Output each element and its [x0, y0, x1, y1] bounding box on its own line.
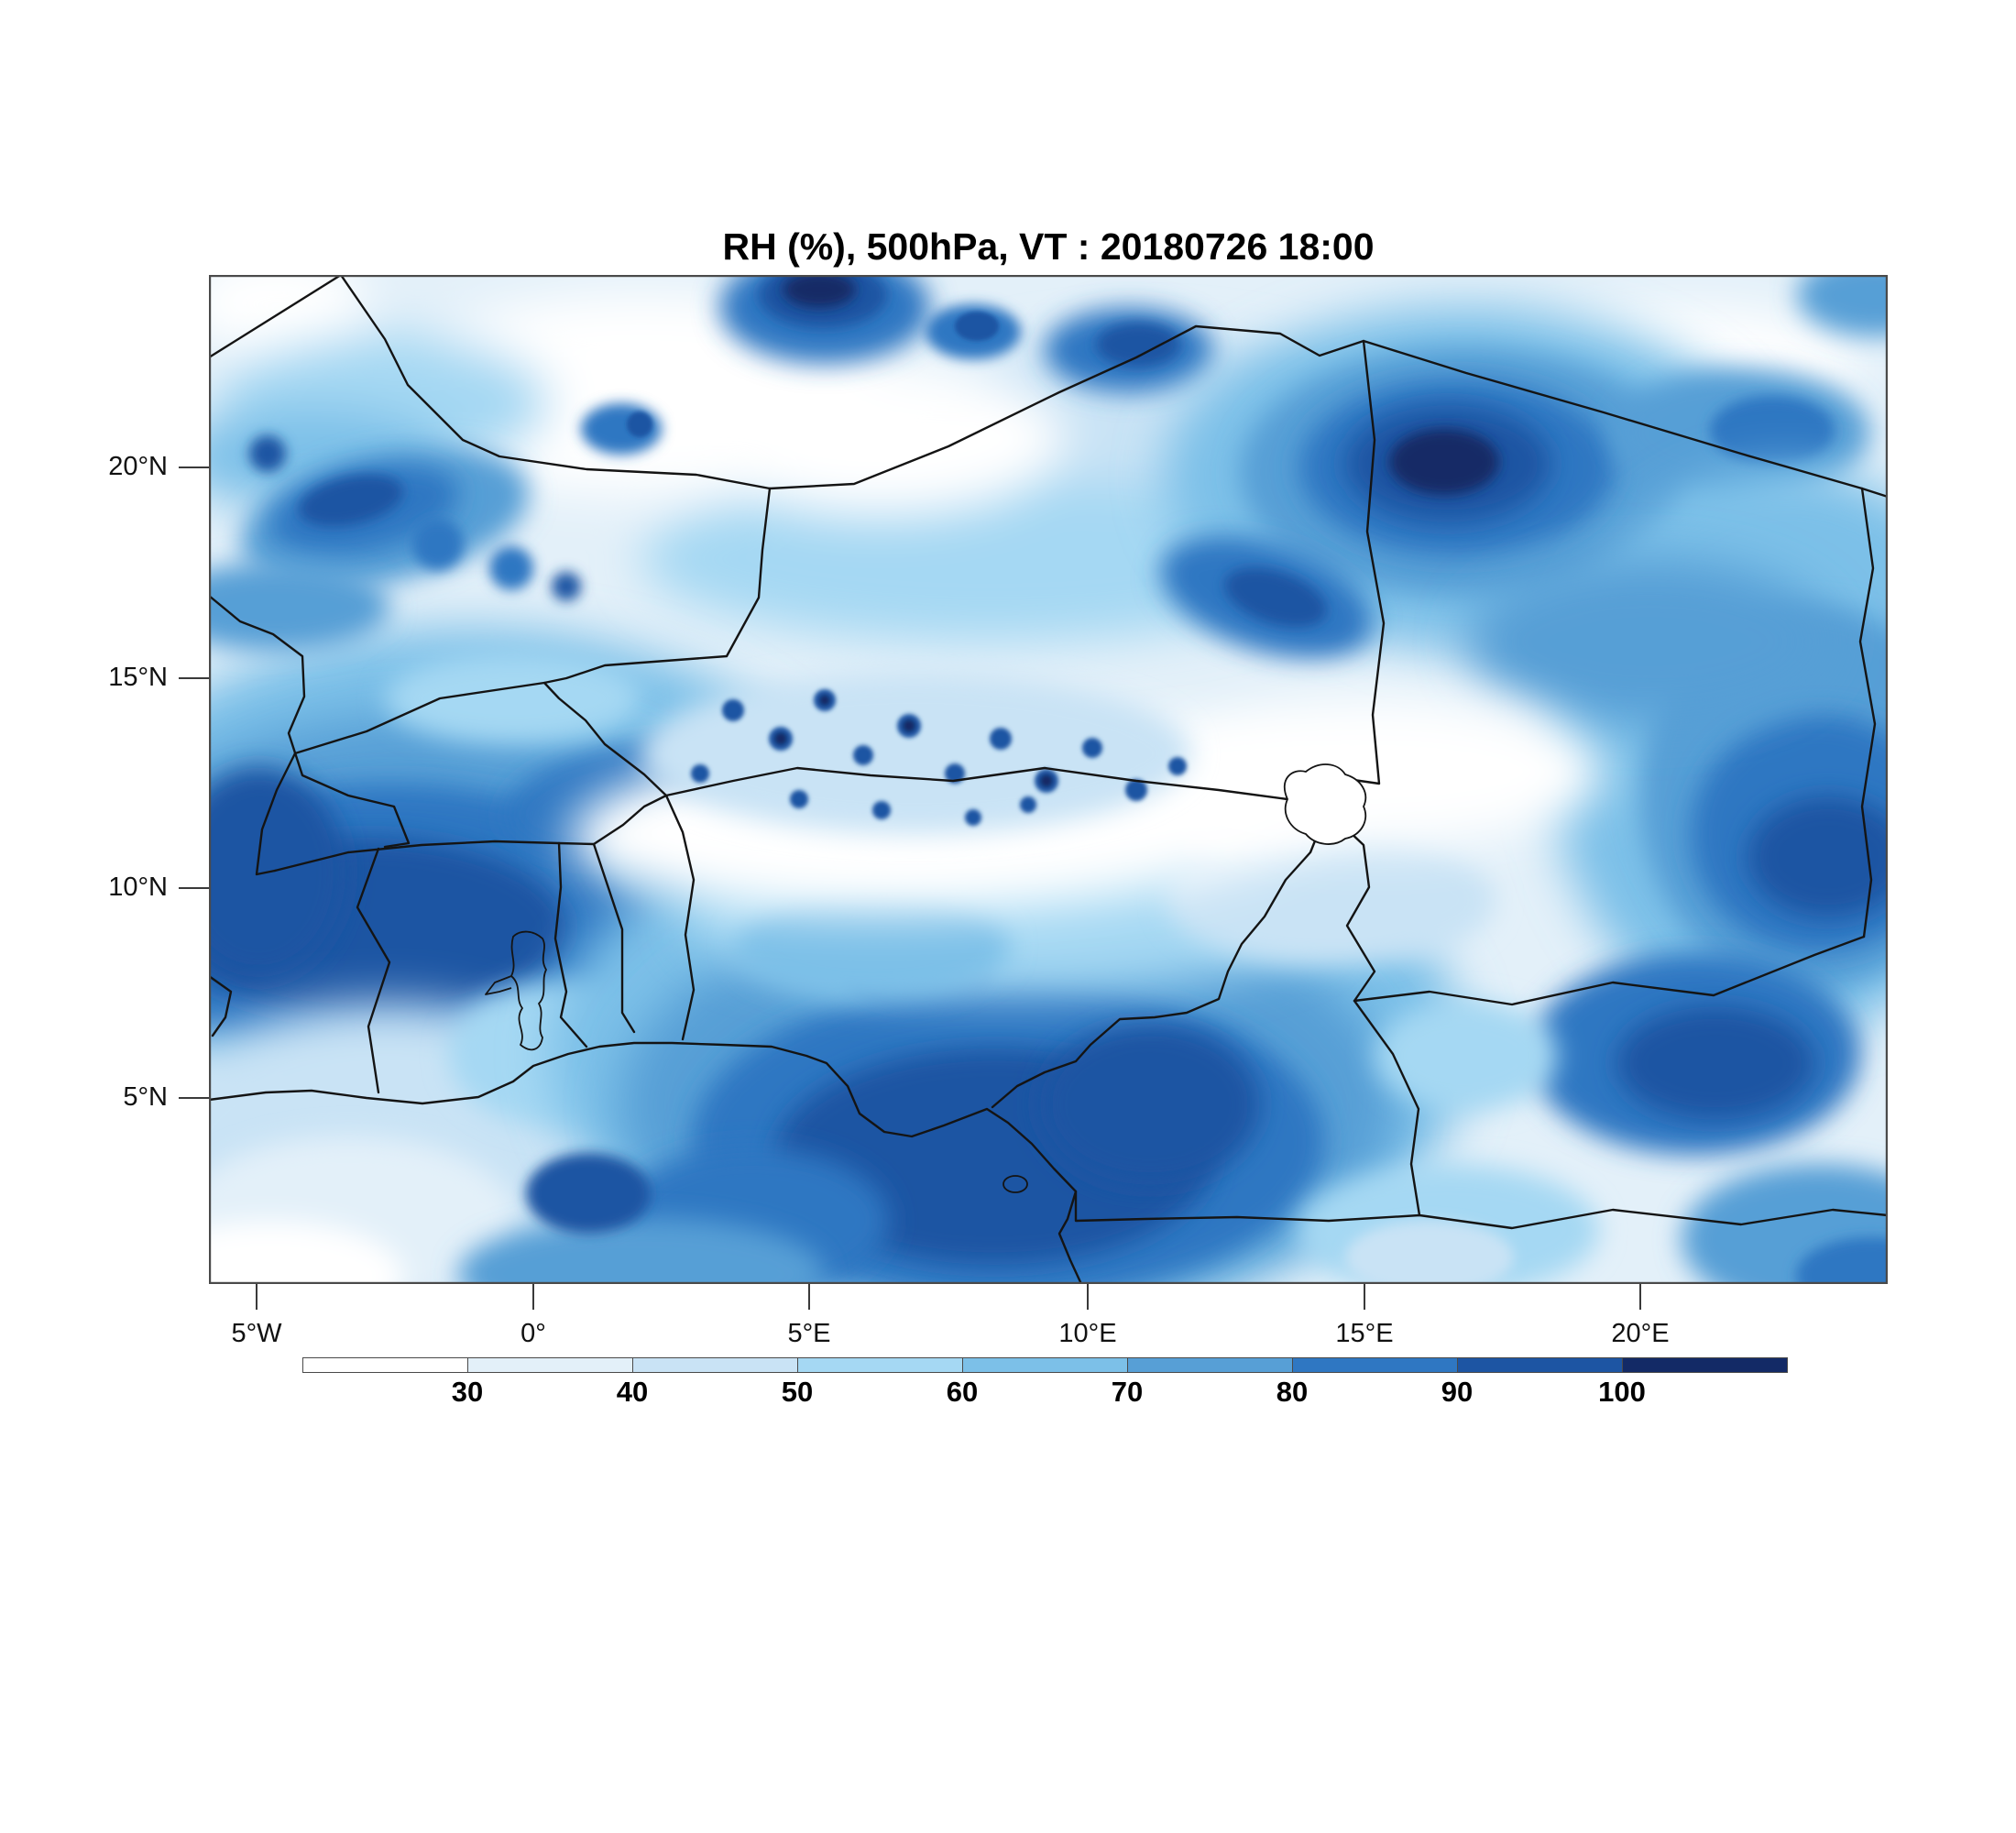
lat-tick-mark: [179, 887, 209, 889]
colorbar-value-label: 100: [1598, 1376, 1646, 1408]
lat-tick-label: 5°N: [123, 1082, 168, 1112]
ghana-togo-border: [553, 841, 588, 1048]
dry-slot-speckles: [691, 689, 1187, 826]
chad-sudan-border: [1858, 487, 1877, 938]
colorbar-segment: [632, 1357, 798, 1373]
colorbar: [302, 1357, 1788, 1373]
colorbar-segment: [962, 1357, 1128, 1373]
bioko-island-outline: [1003, 1175, 1028, 1193]
lat-tick-label: 20°N: [108, 452, 168, 481]
chart-title: RH (%), 500hPa, VT : 20180726 18:00: [722, 225, 1375, 268]
lake-volta-outline: [485, 930, 547, 1051]
colorbar-segment: [1292, 1357, 1458, 1373]
lon-tick-label: 0°: [520, 1319, 546, 1348]
colorbar-value-label: 80: [1276, 1376, 1309, 1408]
colorbar-value-label: 40: [616, 1376, 649, 1408]
benin-nigeria-border: [664, 794, 696, 1041]
country-borders: [209, 275, 1888, 1284]
map-frame: [209, 275, 1888, 1284]
lon-tick-mark: [1364, 1284, 1365, 1310]
colorbar-value-label: 90: [1441, 1376, 1474, 1408]
guinea-highlands-border: [209, 974, 233, 1037]
colorbar-value-label: 60: [946, 1376, 979, 1408]
cameroon-east-south-border: [1074, 999, 1888, 1230]
lon-tick-mark: [1639, 1284, 1641, 1310]
niger-chad-border: [1345, 339, 1386, 785]
colorbar-segment: [467, 1357, 633, 1373]
lon-tick-label: 5°E: [787, 1319, 831, 1348]
lon-tick-label: 20°E: [1611, 1319, 1670, 1348]
rh-contour-map: [209, 275, 1888, 1284]
colorbar-segment: [1457, 1357, 1623, 1373]
lat-tick-mark: [179, 1097, 209, 1099]
contour-fill-field: [209, 275, 1888, 1284]
lat-tick-mark: [179, 677, 209, 679]
lon-tick-label: 10°E: [1058, 1319, 1117, 1348]
nigeria-cameroon-border: [991, 828, 1321, 1109]
algeria-niger-libya-border: [768, 324, 1888, 499]
lat-tick-label: 10°N: [108, 873, 168, 902]
colorbar-segment: [1622, 1357, 1788, 1373]
lat-tick-mark: [179, 466, 209, 468]
lon-tick-label: 5°W: [231, 1319, 282, 1348]
lon-tick-label: 15°E: [1335, 1319, 1394, 1348]
niger-nigeria-border: [664, 766, 1289, 801]
mali-niger-border: [542, 487, 772, 797]
lon-tick-mark: [1087, 1284, 1089, 1310]
colorbar-value-label: 70: [1111, 1376, 1144, 1408]
ghana-west-border: [356, 847, 391, 1094]
colorbar-segment: [302, 1357, 468, 1373]
mali-west-borders: [209, 594, 411, 849]
chad-cameroon-car-border: [1345, 828, 1866, 1006]
colorbar-segment: [797, 1357, 963, 1373]
lake-chad-outline: [1283, 763, 1367, 845]
burkina-west-border: [255, 752, 297, 876]
algeria-mali-border: [209, 275, 772, 490]
burkina-north-border: [293, 681, 546, 755]
colorbar-value-label: 30: [451, 1376, 484, 1408]
lon-tick-mark: [532, 1284, 534, 1310]
lat-tick-label: 15°N: [108, 663, 168, 692]
lon-tick-mark: [256, 1284, 257, 1310]
lon-tick-mark: [808, 1284, 810, 1310]
coastline: [209, 1041, 1083, 1284]
colorbar-segment: [1127, 1357, 1293, 1373]
togo-benin-border: [592, 842, 636, 1034]
colorbar-value-label: 50: [781, 1376, 814, 1408]
